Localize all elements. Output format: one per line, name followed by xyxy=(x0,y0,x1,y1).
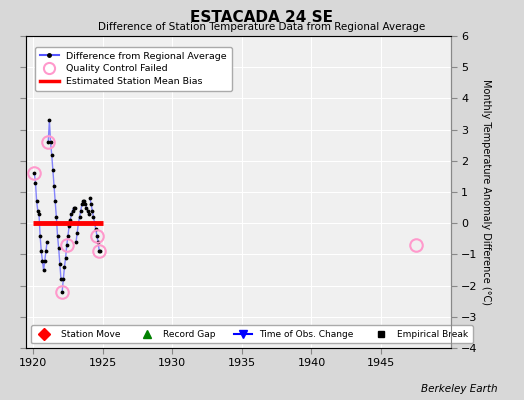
Text: ESTACADA 24 SE: ESTACADA 24 SE xyxy=(191,10,333,25)
Legend: Station Move, Record Gap, Time of Obs. Change, Empirical Break: Station Move, Record Gap, Time of Obs. C… xyxy=(31,326,473,344)
Text: Difference of Station Temperature Data from Regional Average: Difference of Station Temperature Data f… xyxy=(99,22,425,32)
Y-axis label: Monthly Temperature Anomaly Difference (°C): Monthly Temperature Anomaly Difference (… xyxy=(482,79,492,305)
Text: Berkeley Earth: Berkeley Earth xyxy=(421,384,498,394)
